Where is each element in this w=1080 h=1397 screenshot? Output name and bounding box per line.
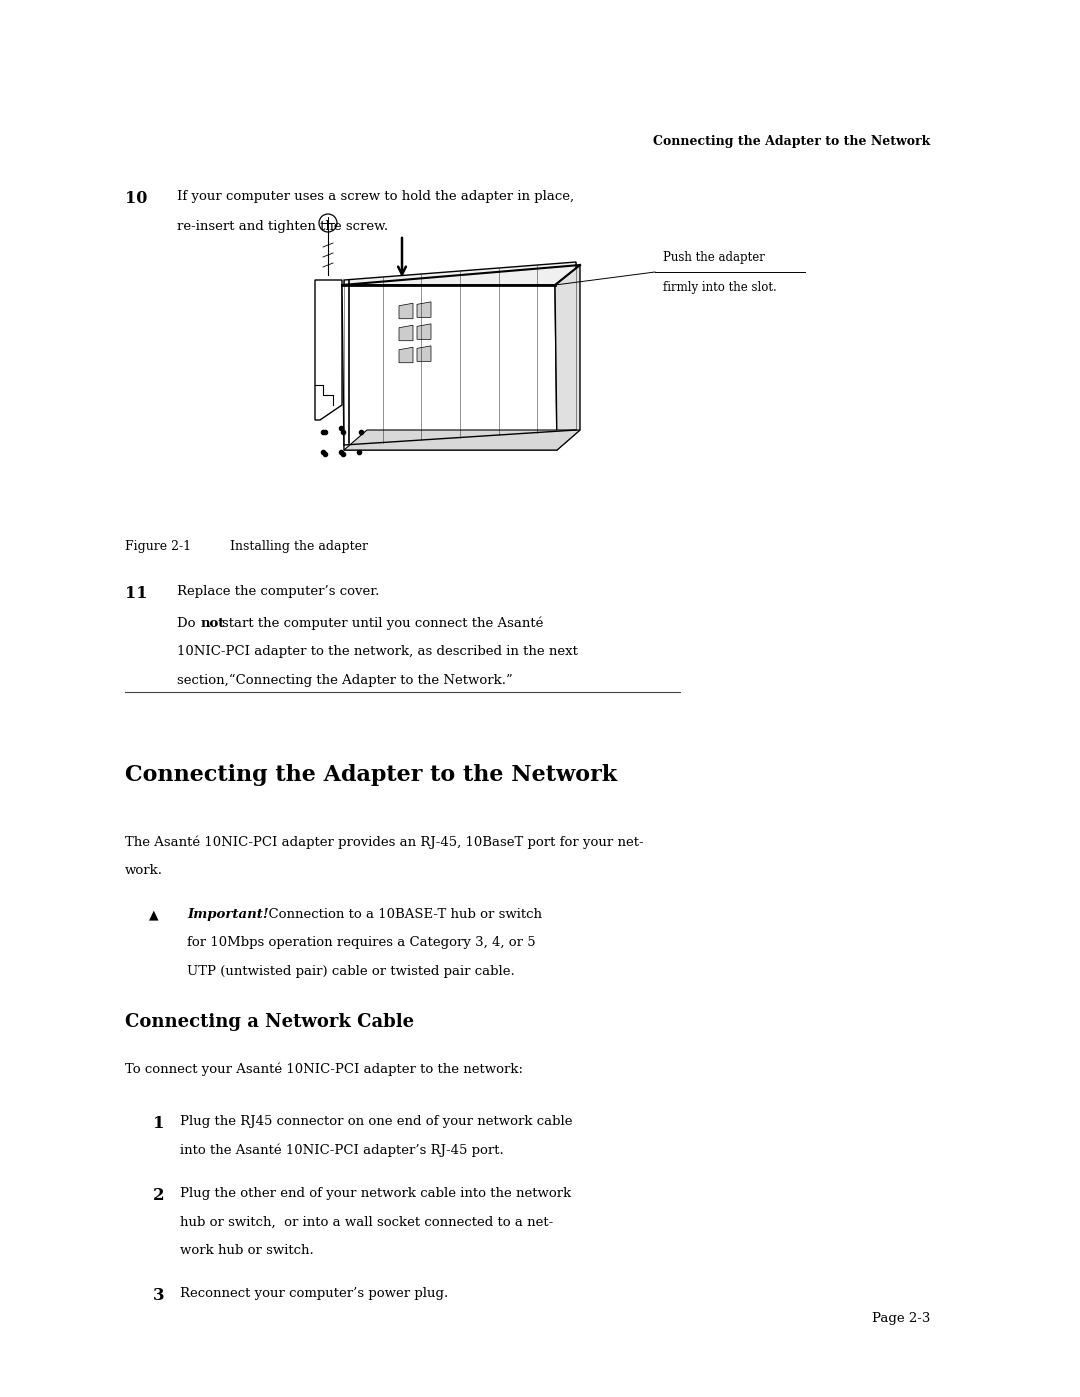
Text: 3: 3 [153, 1287, 164, 1303]
Polygon shape [555, 265, 580, 450]
Circle shape [319, 214, 337, 232]
Polygon shape [417, 302, 431, 317]
Polygon shape [342, 285, 557, 450]
Polygon shape [315, 279, 342, 420]
Text: work.: work. [125, 865, 163, 877]
Text: Reconnect your computer’s power plug.: Reconnect your computer’s power plug. [180, 1287, 448, 1301]
Text: Connecting the Adapter to the Network: Connecting the Adapter to the Network [125, 764, 617, 787]
Text: for 10Mbps operation requires a Category 3, 4, or 5: for 10Mbps operation requires a Category… [187, 936, 536, 950]
Text: work hub or switch.: work hub or switch. [180, 1243, 314, 1257]
Text: The Asanté 10NIC-PCI adapter provides an RJ-45, 10BaseT port for your net-: The Asanté 10NIC-PCI adapter provides an… [125, 835, 644, 849]
Text: UTP (untwisted pair) cable or twisted pair cable.: UTP (untwisted pair) cable or twisted pa… [187, 965, 515, 978]
Text: Figure 2-1: Figure 2-1 [125, 541, 191, 553]
Text: section,“Connecting the Adapter to the Network.”: section,“Connecting the Adapter to the N… [177, 673, 513, 687]
Text: hub or switch,  or into a wall socket connected to a net-: hub or switch, or into a wall socket con… [180, 1215, 553, 1228]
Text: ▲: ▲ [149, 908, 159, 921]
Text: To connect your Asanté 10NIC-PCI adapter to the network:: To connect your Asanté 10NIC-PCI adapter… [125, 1063, 523, 1077]
Text: Replace the computer’s cover.: Replace the computer’s cover. [177, 585, 379, 598]
Text: start the computer until you connect the Asanté: start the computer until you connect the… [222, 617, 543, 630]
Text: Do: Do [177, 617, 200, 630]
Text: Push the adapter: Push the adapter [663, 251, 765, 264]
Text: 2: 2 [153, 1187, 164, 1204]
Text: 10: 10 [125, 190, 147, 207]
Text: not: not [201, 617, 225, 630]
Text: 1: 1 [153, 1115, 164, 1132]
Text: Plug the other end of your network cable into the network: Plug the other end of your network cable… [180, 1187, 571, 1200]
Polygon shape [399, 303, 413, 319]
Text: If your computer uses a screw to hold the adapter in place,: If your computer uses a screw to hold th… [177, 190, 575, 203]
Polygon shape [399, 326, 413, 341]
Polygon shape [417, 346, 431, 362]
Text: 11: 11 [125, 585, 148, 602]
Text: Connection to a 10BASE-T hub or switch: Connection to a 10BASE-T hub or switch [260, 908, 542, 921]
Text: Installing the adapter: Installing the adapter [230, 541, 368, 553]
Polygon shape [417, 324, 431, 339]
Text: re-insert and tighten the screw.: re-insert and tighten the screw. [177, 219, 388, 233]
Text: Connecting the Adapter to the Network: Connecting the Adapter to the Network [652, 136, 930, 148]
Text: Important!: Important! [187, 908, 269, 921]
Text: Plug the RJ45 connector on one end of your network cable: Plug the RJ45 connector on one end of yo… [180, 1115, 572, 1127]
Text: into the Asanté 10NIC-PCI adapter’s RJ-45 port.: into the Asanté 10NIC-PCI adapter’s RJ-4… [180, 1144, 503, 1157]
Polygon shape [345, 263, 576, 446]
Polygon shape [399, 348, 413, 363]
Polygon shape [345, 430, 580, 450]
Text: 10NIC-PCI adapter to the network, as described in the next: 10NIC-PCI adapter to the network, as des… [177, 645, 578, 658]
Text: Connecting a Network Cable: Connecting a Network Cable [125, 1013, 414, 1031]
Text: Page 2-3: Page 2-3 [872, 1312, 930, 1324]
Text: firmly into the slot.: firmly into the slot. [663, 281, 777, 293]
